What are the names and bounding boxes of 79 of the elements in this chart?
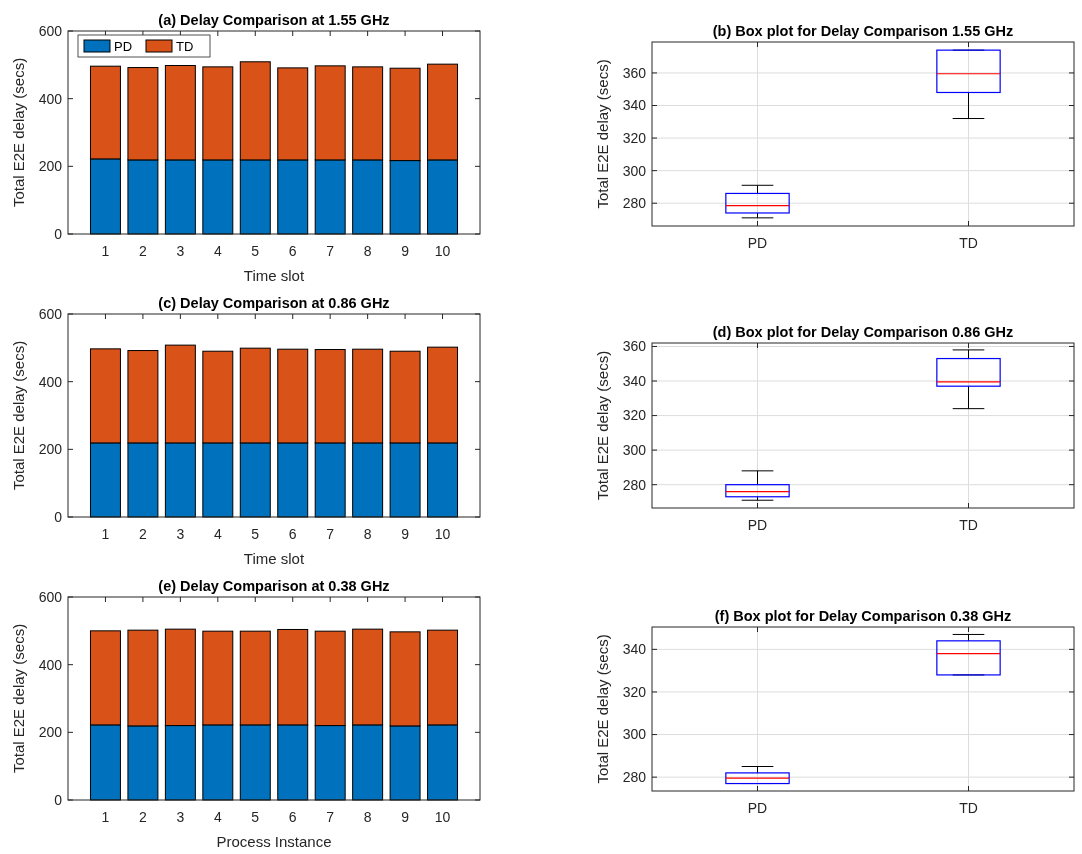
- x-tick-label: 7: [326, 243, 335, 259]
- y-tick-label: 0: [54, 791, 63, 808]
- y-tick-label: 280: [622, 195, 647, 212]
- y-tick-label: 320: [622, 407, 647, 424]
- x-tick-label: TD: [959, 517, 978, 533]
- x-tick-label: 2: [139, 243, 148, 259]
- y-tick-label: 0: [54, 225, 63, 242]
- x-tick-label: 6: [288, 243, 297, 259]
- y-axis-title: Total E2E delay (secs): [10, 623, 27, 774]
- x-tick-label: 9: [401, 526, 410, 542]
- y-tick-label: 200: [38, 441, 63, 458]
- x-tick-label: 5: [251, 243, 260, 259]
- x-tick-label: 10: [434, 809, 451, 825]
- x-tick-label: 6: [288, 809, 297, 825]
- x-tick-label: 8: [363, 526, 372, 542]
- y-tick-label: 200: [38, 724, 63, 741]
- x-tick-label: 10: [434, 526, 451, 542]
- x-tick-label: 3: [176, 809, 185, 825]
- y-tick-label: 360: [622, 64, 647, 81]
- legend-label: TD: [176, 38, 194, 54]
- y-tick-label: 340: [622, 641, 647, 658]
- x-axis-title: Time slot: [243, 550, 305, 567]
- y-tick-label: 320: [622, 683, 647, 700]
- x-tick-label: 1: [101, 243, 110, 259]
- y-tick-label: 400: [38, 656, 63, 673]
- x-tick-label: 1: [101, 809, 110, 825]
- x-tick-label: 6: [288, 526, 297, 542]
- x-tick-label: 4: [213, 243, 222, 259]
- chart-title: (a) Delay Comparison at 1.55 GHz: [158, 12, 390, 28]
- x-tick-label: 10: [434, 243, 451, 259]
- x-tick-label: TD: [959, 800, 978, 816]
- chart-title: (d) Box plot for Delay Comparison 0.86 GHz: [712, 324, 1014, 340]
- x-tick-label: 8: [363, 809, 372, 825]
- x-tick-label: PD: [747, 235, 768, 251]
- y-axis-title: Total E2E delay (secs): [594, 634, 611, 784]
- x-tick-label: 3: [176, 526, 185, 542]
- y-tick-label: 0: [54, 508, 63, 525]
- chart-title: (c) Delay Comparison at 0.86 GHz: [158, 295, 390, 311]
- chart-title: (f) Box plot for Delay Comparison 0.38 GHz: [714, 608, 1012, 624]
- y-tick-label: 600: [38, 588, 63, 605]
- legend-label: PD: [114, 38, 133, 54]
- y-tick-label: 300: [622, 442, 647, 459]
- y-tick-label: 340: [622, 97, 647, 114]
- chart-title: (b) Box plot for Delay Comparison 1.55 GHz: [712, 23, 1014, 39]
- x-tick-label: 5: [251, 526, 260, 542]
- y-tick-label: 600: [38, 22, 63, 39]
- x-tick-label: PD: [747, 517, 768, 533]
- y-axis-title: Total E2E delay (secs): [10, 340, 27, 491]
- y-tick-label: 400: [38, 373, 63, 390]
- y-tick-label: 320: [622, 129, 647, 146]
- x-tick-label: 7: [326, 809, 335, 825]
- x-axis-title: Process Instance: [216, 833, 332, 850]
- x-tick-label: 2: [139, 526, 148, 542]
- y-tick-label: 280: [622, 476, 647, 493]
- y-axis-title: Total E2E delay (secs): [594, 59, 611, 209]
- x-tick-label: TD: [959, 235, 978, 251]
- x-tick-label: 5: [251, 809, 260, 825]
- y-tick-label: 200: [38, 158, 63, 175]
- x-tick-label: 9: [401, 809, 410, 825]
- x-tick-label: 8: [363, 243, 372, 259]
- y-axis-title: Total E2E delay (secs): [10, 57, 27, 208]
- x-axis-title: Time slot: [243, 267, 305, 284]
- y-tick-label: 300: [622, 726, 647, 743]
- x-tick-label: 7: [326, 526, 335, 542]
- x-tick-label: 1: [101, 526, 110, 542]
- y-tick-label: 280: [622, 769, 647, 786]
- x-tick-label: 3: [176, 243, 185, 259]
- y-tick-label: 600: [38, 305, 63, 322]
- x-tick-label: 9: [401, 243, 410, 259]
- x-tick-label: 4: [213, 809, 222, 825]
- x-tick-label: 2: [139, 809, 148, 825]
- x-tick-label: 4: [213, 526, 222, 542]
- y-tick-label: 400: [38, 90, 63, 107]
- y-tick-label: 300: [622, 162, 647, 179]
- y-tick-label: 360: [622, 338, 647, 355]
- y-tick-label: 340: [622, 372, 647, 389]
- chart-title: (e) Delay Comparison at 0.38 GHz: [158, 578, 390, 594]
- x-tick-label: PD: [747, 800, 768, 816]
- y-axis-title: Total E2E delay (secs): [594, 350, 611, 501]
